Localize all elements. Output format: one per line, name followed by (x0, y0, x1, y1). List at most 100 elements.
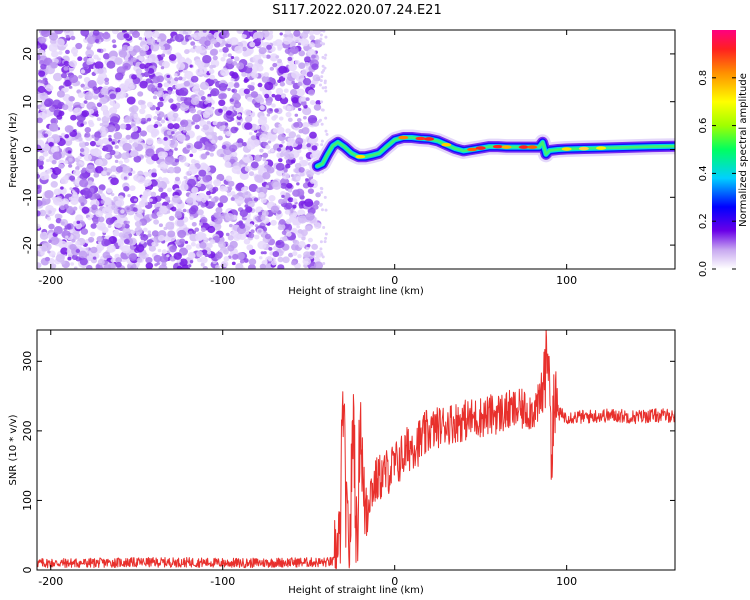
noise-speck (270, 219, 277, 226)
noise-speck (271, 103, 276, 108)
noise-speck (244, 204, 249, 208)
noise-speck (256, 37, 261, 42)
noise-speck (290, 159, 296, 164)
noise-speck (123, 176, 128, 180)
noise-speck (174, 147, 178, 151)
noise-speck (61, 230, 71, 239)
noise-speck (61, 132, 66, 137)
noise-speck (190, 75, 199, 83)
noise-speck (225, 110, 232, 116)
noise-speck (51, 50, 59, 58)
noise-speck (128, 139, 133, 144)
noise-speck (110, 192, 115, 197)
noise-speck (258, 211, 263, 216)
noise-speck (107, 224, 112, 229)
noise-speck (130, 57, 137, 63)
noise-speck (205, 96, 213, 103)
noise-speck (268, 247, 273, 251)
noise-speck (190, 41, 196, 46)
noise-speck (156, 90, 165, 98)
noise-speck (67, 256, 72, 261)
noise-speck (99, 123, 103, 127)
noise-speck (290, 46, 299, 54)
noise-speck (269, 135, 276, 142)
noise-speck (83, 153, 92, 162)
noise-speck (198, 169, 207, 177)
noise-speck (226, 192, 232, 197)
y-tick-label: 0 (21, 146, 34, 153)
noise-speck (72, 46, 76, 51)
signal-peak (424, 137, 435, 141)
noise-speck (280, 182, 288, 189)
noise-speck (113, 219, 124, 229)
noise-speck (293, 239, 300, 246)
noise-speck (70, 194, 79, 202)
x-tick-label: -100 (210, 274, 235, 287)
noise-speck (313, 200, 320, 206)
noise-speck (258, 229, 262, 233)
noise-speck (295, 137, 304, 145)
noise-speck (184, 162, 189, 167)
noise-speck (292, 198, 298, 203)
noise-speck (112, 230, 120, 237)
noise-speck (127, 45, 134, 52)
noise-speck (200, 95, 206, 101)
noise-speck (200, 216, 208, 224)
noise-speck (65, 235, 69, 239)
noise-speck (133, 155, 142, 163)
noise-speck (231, 165, 241, 174)
noise-speck (286, 105, 294, 112)
noise-speck (80, 30, 90, 37)
noise-speck (281, 94, 286, 99)
noise-speck (147, 67, 155, 74)
noise-speck (197, 209, 204, 216)
noise-speck (291, 243, 299, 251)
noise-speck (75, 42, 83, 50)
noise-speck (91, 204, 98, 211)
noise-speck (221, 72, 226, 76)
noise-speck (168, 139, 179, 149)
noise-speck (138, 200, 147, 208)
noise-speck (183, 80, 191, 87)
noise-speck (150, 191, 157, 197)
noise-speck (262, 116, 268, 121)
noise-speck (68, 163, 73, 168)
noise-speck (291, 70, 300, 79)
noise-speck (102, 32, 111, 40)
noise-speck (311, 63, 319, 70)
noise-speck (269, 66, 275, 71)
noise-speck (151, 132, 158, 138)
noise-speck (291, 260, 297, 266)
noise-speck (321, 64, 325, 68)
noise-speck (311, 145, 318, 151)
noise-speck (319, 37, 323, 41)
noise-speck (64, 160, 69, 165)
noise-speck (222, 106, 228, 111)
noise-speck (324, 129, 328, 133)
noise-speck (182, 129, 187, 133)
noise-speck (307, 237, 313, 243)
noise-speck (109, 100, 116, 106)
signal-peak (492, 144, 503, 149)
noise-speck (193, 141, 203, 150)
noise-speck (323, 240, 327, 244)
noise-speck (149, 196, 158, 205)
x-tick-label: -100 (210, 575, 235, 588)
noise-speck (305, 178, 309, 182)
noise-speck (95, 210, 104, 218)
noise-speck (199, 81, 210, 90)
noise-speck (119, 123, 127, 130)
noise-speck (94, 158, 104, 167)
noise-speck (309, 35, 316, 41)
noise-speck (80, 148, 85, 152)
noise-speck (160, 45, 166, 51)
noise-speck (186, 144, 191, 149)
noise-speck (297, 107, 302, 111)
noise-speck (76, 220, 81, 225)
noise-speck (40, 251, 45, 256)
noise-speck (231, 261, 236, 266)
noise-speck (300, 31, 309, 39)
noise-speck (204, 40, 211, 47)
noise-speck (295, 175, 301, 181)
noise-speck (131, 126, 138, 132)
